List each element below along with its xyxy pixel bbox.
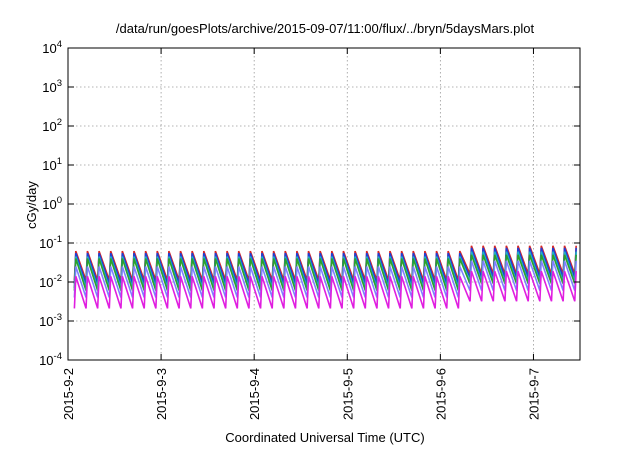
y-tick-label: 10-2 xyxy=(39,273,62,290)
y-tick-base: 10 xyxy=(39,314,53,329)
grid xyxy=(68,48,580,360)
axes xyxy=(67,47,581,361)
y-tick-exponent: -3 xyxy=(54,312,62,323)
y-tick-exponent: 4 xyxy=(57,39,62,50)
y-tick-base: 10 xyxy=(42,41,56,56)
x-tick-label: 2015-9-4 xyxy=(247,368,262,420)
x-axis-label: Coordinated Universal Time (UTC) xyxy=(225,430,424,445)
y-tick-base: 10 xyxy=(39,353,53,368)
y-tick-label: 10-1 xyxy=(39,234,62,251)
y-tick-label: 10-4 xyxy=(39,351,62,368)
series-lines xyxy=(73,245,577,309)
series-line xyxy=(73,270,577,309)
y-tick-base: 10 xyxy=(39,236,53,251)
y-tick-base: 10 xyxy=(42,197,56,212)
y-axis-label: cGy/day xyxy=(24,181,39,229)
y-tick-exponent: -1 xyxy=(54,234,62,245)
y-tick-exponent: 2 xyxy=(57,117,62,128)
y-tick-exponent: -4 xyxy=(54,351,62,362)
y-tick-label: 100 xyxy=(42,195,62,212)
x-tick-label: 2015-9-6 xyxy=(433,368,448,420)
y-tick-exponent: 0 xyxy=(57,195,62,206)
y-tick-base: 10 xyxy=(39,275,53,290)
y-tick-label: 101 xyxy=(42,156,62,173)
y-tick-base: 10 xyxy=(42,80,56,95)
y-tick-base: 10 xyxy=(42,158,56,173)
series-line xyxy=(73,254,577,291)
y-tick-label: 103 xyxy=(42,78,62,95)
x-tick-labels: 2015-9-2 2015-9-3 2015-9-4 2015-9-5 2015-9-6… xyxy=(61,368,541,420)
x-tick-label: 2015-9-2 xyxy=(61,368,76,420)
x-tick-label: 2015-9-7 xyxy=(526,368,541,420)
x-tick-label: 2015-9-5 xyxy=(340,368,355,420)
x-tick-label: 2015-9-3 xyxy=(154,368,169,420)
y-tick-exponent: 3 xyxy=(57,78,62,89)
y-tick-label: 10-3 xyxy=(39,312,62,329)
y-tick-label: 102 xyxy=(42,117,62,134)
y-tick-base: 10 xyxy=(42,119,56,134)
y-tick-exponent: -2 xyxy=(54,273,62,284)
plot-frame xyxy=(67,47,581,361)
y-tick-label: 104 xyxy=(42,39,62,56)
chart-title: /data/run/goesPlots/archive/2015-09-07/1… xyxy=(116,21,535,36)
y-tick-exponent: 1 xyxy=(57,156,62,167)
